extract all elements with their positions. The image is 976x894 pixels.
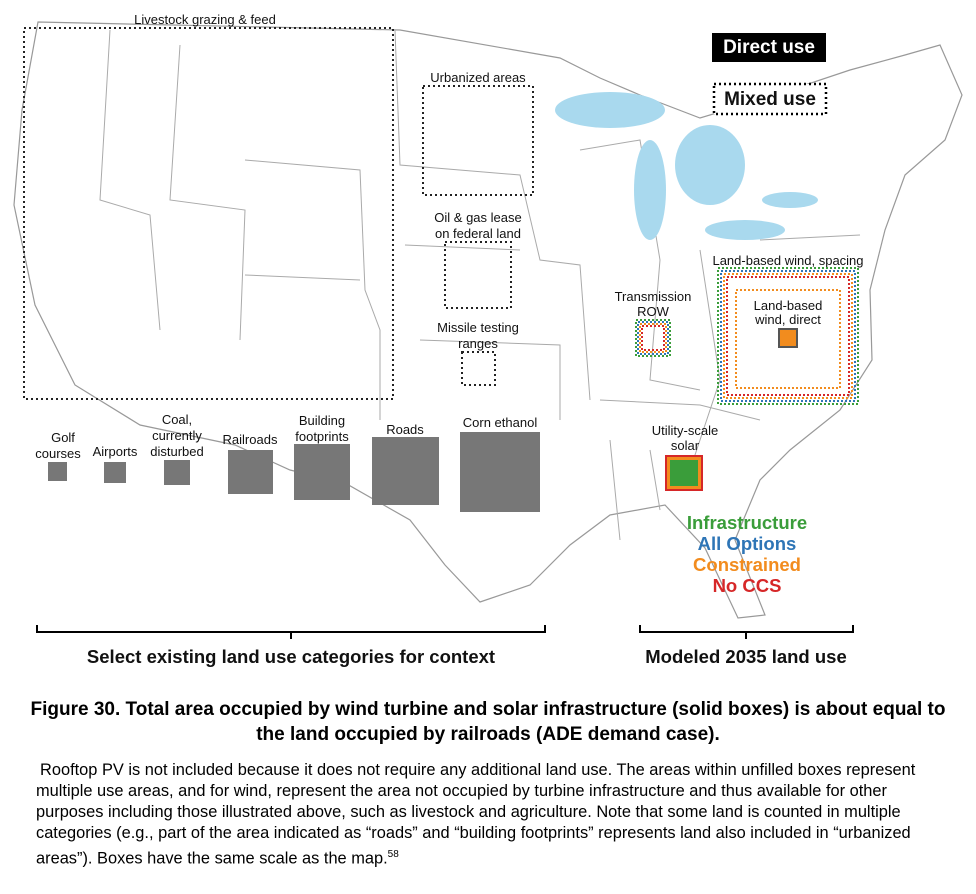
figure: Direct use Mixed use Livestock grazing &… (13, 12, 963, 667)
wind-spacing-inner (735, 289, 841, 389)
legend-direct: Direct use (723, 37, 815, 58)
label: solar (671, 438, 700, 453)
direct-use-swatch (712, 33, 826, 62)
scenario-label: Infrastructure (687, 512, 807, 533)
label: Roads (386, 422, 424, 437)
label: disturbed (150, 444, 203, 459)
caption-title: Figure 30. Total area occupied by wind t… (30, 699, 946, 745)
wind-spacing-box (717, 267, 859, 405)
label: Oil & gas lease (434, 210, 521, 225)
great-lakes (555, 92, 818, 240)
label: Transmission (615, 289, 692, 304)
label: wind, direct (754, 312, 821, 327)
label: Land-based (754, 298, 823, 313)
label: Land-based wind, spacing (712, 253, 863, 268)
mixed-use-swatch (712, 82, 828, 116)
solar-box-inner (670, 460, 698, 486)
footnote: 58 (387, 849, 399, 860)
label: footprints (295, 429, 349, 444)
caption-text: Rooftop PV is not included because it do… (36, 761, 916, 868)
caption-body: Rooftop PV is not included because it do… (36, 760, 936, 869)
transmission-box (639, 323, 667, 353)
label: Corn ethanol (463, 415, 538, 430)
bracket-label: Select existing land use categories for … (87, 646, 495, 667)
legend-mixed: Mixed use (724, 89, 816, 110)
scenario-label: No CCS (713, 575, 782, 596)
label: ROW (637, 304, 670, 319)
label: Urbanized areas (430, 70, 526, 85)
wind-spacing-box (723, 273, 853, 399)
label: Railroads (223, 432, 278, 447)
wind-direct-box (778, 328, 798, 348)
label: on federal land (435, 226, 521, 241)
transmission-box (635, 319, 671, 357)
label: ranges (458, 336, 498, 351)
scenario-label: All Options (698, 533, 797, 554)
label: Airports (93, 444, 138, 459)
state-lines (99, 29, 861, 541)
label: courses (35, 446, 81, 461)
brackets (36, 625, 854, 639)
label: Missile testing (437, 320, 519, 335)
transmission-box (637, 321, 669, 355)
direct-boxes (48, 432, 540, 512)
wind-spacing-box (726, 276, 850, 396)
bracket-label: Modeled 2035 land use (645, 646, 847, 667)
scenario-label: Constrained (693, 554, 801, 575)
label: Coal, (162, 412, 192, 427)
label: currently (152, 428, 202, 443)
label: Livestock grazing & feed (134, 12, 276, 27)
label: Utility-scale (652, 423, 718, 438)
label: Building (299, 413, 345, 428)
mixed-boxes (23, 27, 534, 400)
transmission-box (641, 325, 665, 351)
label: Golf (51, 430, 75, 445)
